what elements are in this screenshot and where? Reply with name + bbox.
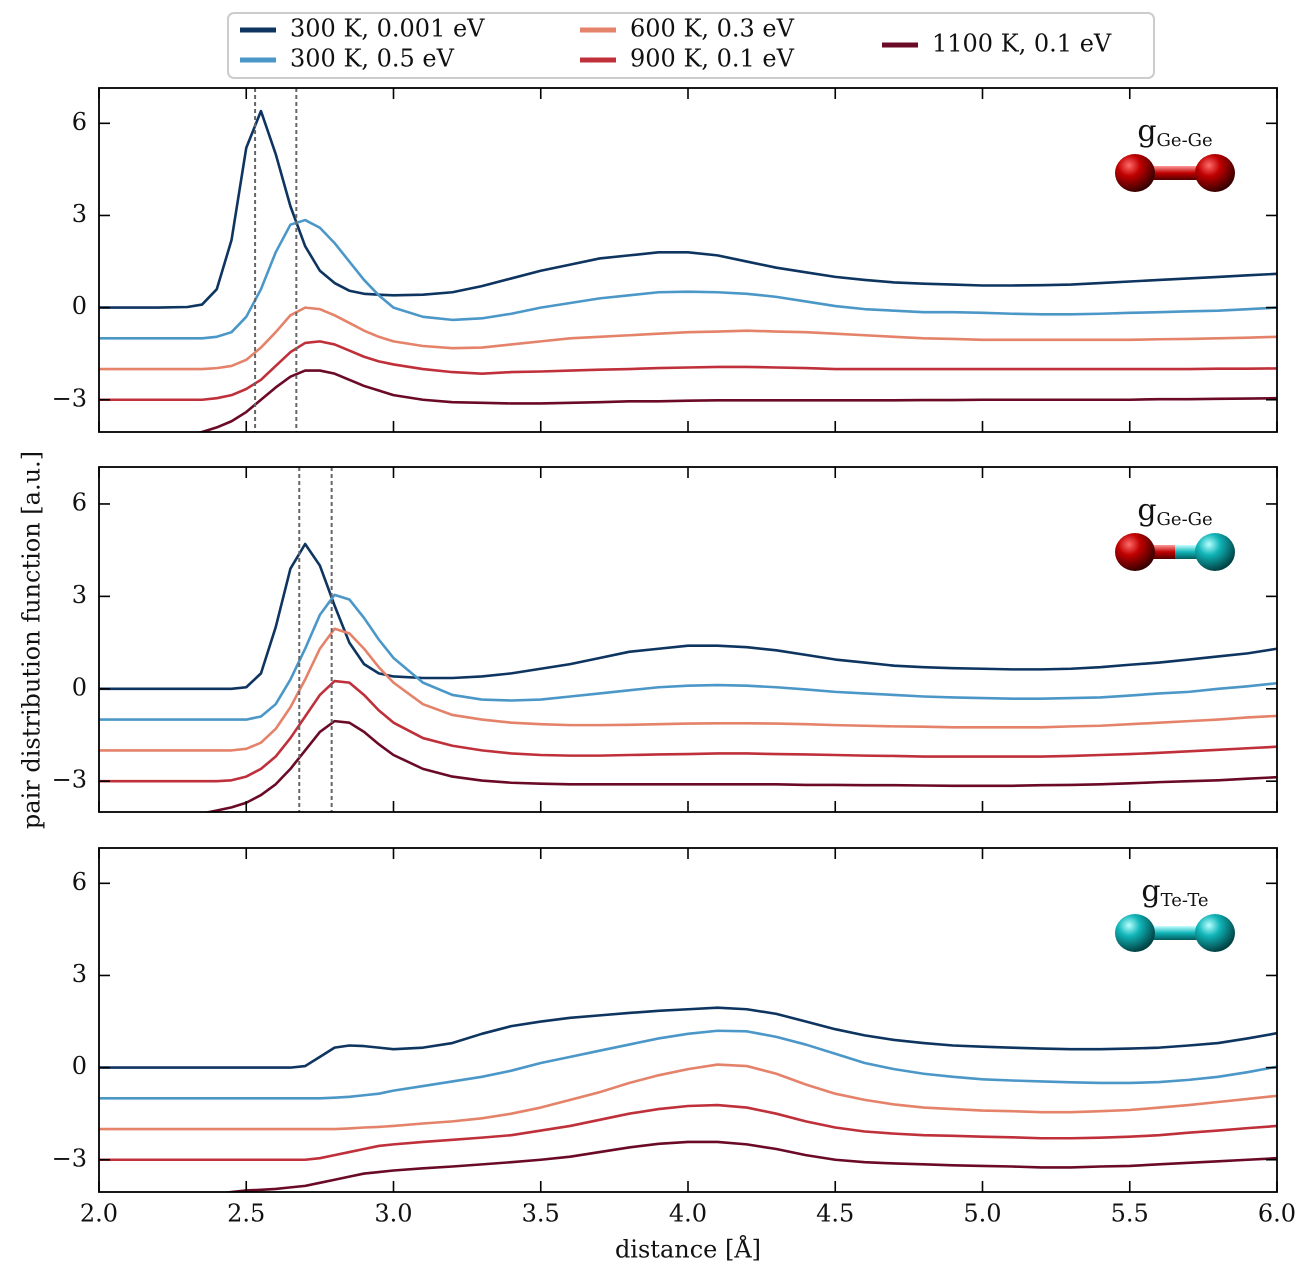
axes-frame [98, 466, 1278, 813]
legend-label: 300 K, 0.5 eV [290, 45, 455, 73]
y-tick-label: −3 [52, 766, 87, 794]
data-line [99, 218, 1277, 340]
atom [1195, 154, 1235, 192]
y-tick-label: 3 [72, 200, 87, 228]
x-tick-label: 3.5 [522, 1200, 560, 1228]
panel-annotation: gGe-Ge [1137, 493, 1212, 530]
legend-box [227, 12, 1155, 79]
atom [1195, 533, 1235, 571]
x-tick-label: 2.5 [227, 1200, 265, 1228]
plot-area [99, 1006, 1277, 1192]
plot-area [99, 467, 1277, 812]
x-tick-label: 5.0 [963, 1200, 1001, 1228]
data-line [195, 369, 1277, 432]
annotation-symbol: g [1137, 114, 1156, 149]
x-axis-label: distance [Å] [615, 1235, 761, 1264]
data-line [99, 109, 1277, 309]
y-tick-label: 3 [72, 960, 87, 988]
axes-frame [98, 87, 1278, 433]
data-line [222, 1140, 1277, 1192]
data-line [203, 719, 1277, 812]
data-line [99, 542, 1277, 691]
data-line [99, 1063, 1277, 1131]
data-line [99, 679, 1277, 783]
data-line [99, 1006, 1277, 1069]
x-tick-label: 5.5 [1111, 1200, 1149, 1228]
y-tick-label: 6 [72, 868, 87, 896]
annotation-symbol: g [1137, 493, 1156, 528]
y-tick-label: 0 [72, 673, 87, 701]
data-line [99, 306, 1277, 371]
annotation-subscript: Ge-Ge [1157, 509, 1213, 530]
y-tick-label: 0 [72, 1052, 87, 1080]
data-line [99, 1103, 1277, 1162]
y-tick-label: −3 [52, 1144, 87, 1172]
annotation-symbol: g [1141, 874, 1160, 909]
y-tick-label: 0 [72, 292, 87, 320]
panel-annotation: gGe-Ge [1137, 114, 1212, 151]
panel-annotation: gTe-Te [1141, 874, 1208, 911]
legend-label: 600 K, 0.3 eV [630, 15, 795, 43]
atom [1115, 533, 1155, 571]
data-line [99, 593, 1277, 721]
atom [1195, 914, 1235, 952]
legend-label: 1100 K, 0.1 eV [932, 30, 1112, 58]
y-axis-label: pair distribution function [a.u.] [18, 451, 46, 829]
data-line [99, 627, 1277, 752]
data-line [99, 1029, 1277, 1100]
atom [1115, 154, 1155, 192]
x-tick-label: 4.5 [816, 1200, 854, 1228]
atom [1115, 914, 1155, 952]
axes-frame [98, 847, 1278, 1193]
x-tick-label: 6.0 [1258, 1200, 1296, 1228]
annotation-subscript: Ge-Ge [1157, 130, 1213, 151]
y-tick-label: 3 [72, 581, 87, 609]
x-tick-label: 3.0 [374, 1200, 412, 1228]
x-tick-label: 2.0 [80, 1200, 118, 1228]
plot-area [99, 88, 1277, 432]
y-tick-label: −3 [52, 384, 87, 412]
annotation-subscript: Te-Te [1161, 890, 1209, 911]
legend-label: 300 K, 0.001 eV [290, 15, 485, 43]
data-line [99, 340, 1277, 402]
legend-label: 900 K, 0.1 eV [630, 45, 795, 73]
x-tick-label: 4.0 [669, 1200, 707, 1228]
y-tick-label: 6 [72, 108, 87, 136]
y-tick-label: 6 [72, 488, 87, 516]
